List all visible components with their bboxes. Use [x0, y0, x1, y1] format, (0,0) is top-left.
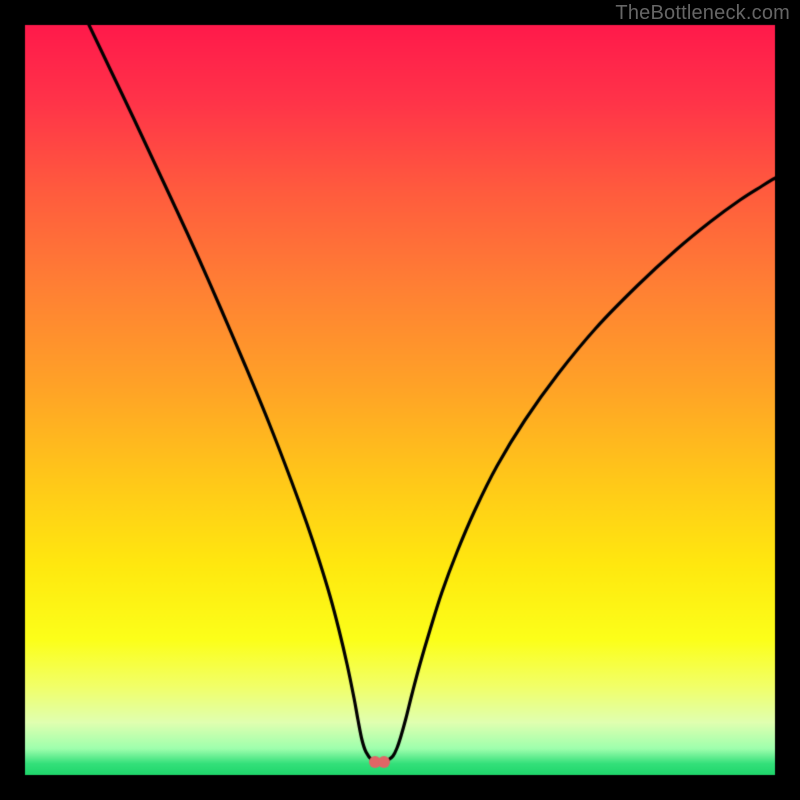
- watermark-label: TheBottleneck.com: [615, 2, 790, 25]
- bottleneck-chart-canvas: [0, 0, 800, 800]
- chart-stage: TheBottleneck.com: [0, 0, 800, 800]
